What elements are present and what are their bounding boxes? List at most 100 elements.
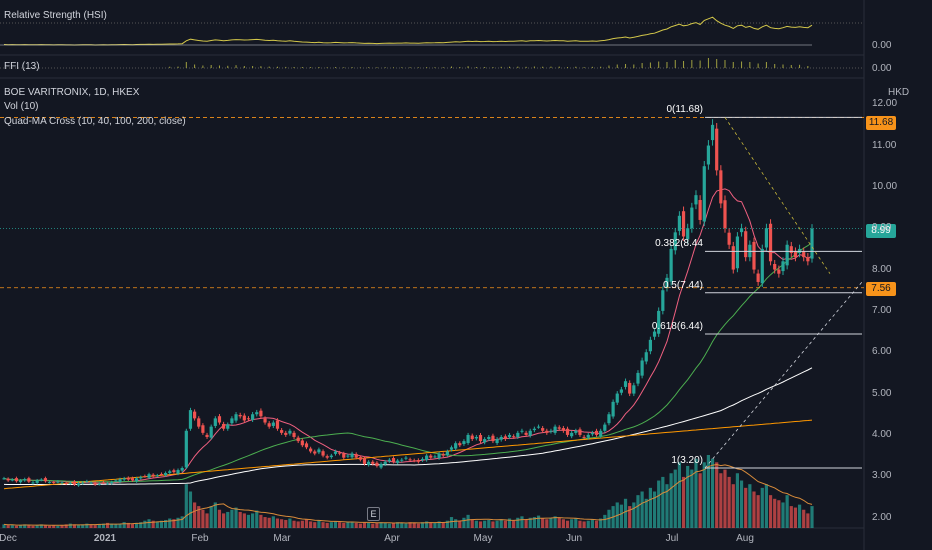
candle-body [756,273,760,282]
candle-body [271,422,275,426]
candle-body [184,430,188,468]
volume-bar [6,525,10,528]
volume-bar [10,525,14,528]
candle-body [429,455,433,458]
fib-diagonal [704,281,863,469]
volume-ma-line [3,463,813,526]
ffi-indicator-label[interactable]: FFI (13) [4,61,40,72]
candle-body [275,420,280,429]
volume-bar [590,519,594,528]
volume-bar [217,509,222,528]
candle-body [793,251,798,258]
volume-bar [686,465,690,528]
candle-body [681,211,686,237]
volume-bar [193,502,197,528]
candle-body [773,264,777,270]
candle-body [47,482,52,484]
candle-body [694,195,698,205]
ma-cross-indicator-label[interactable]: Quad-MA Cross (10, 40, 100, 200, close) [4,116,186,127]
candle-body [333,451,338,454]
volume-bar [371,523,375,528]
volume-bar [586,520,590,528]
candle-body [93,482,97,485]
volume-bar [64,524,68,528]
volume-bar [176,517,180,528]
volume-bar [416,523,420,528]
volume-bar [412,522,416,528]
candle-body [541,428,545,431]
volume-bar [503,520,507,528]
candle-body [669,248,673,282]
volume-bar [271,516,275,528]
candle-body [329,455,333,458]
candle-body [636,372,640,384]
volume-bar [532,517,536,528]
candle-body [632,385,636,394]
volume-bar [72,524,77,528]
candle-body [586,434,590,438]
candle-body [304,443,309,448]
volume-bar [122,522,126,528]
volume-bar [706,455,711,528]
candle-body [665,277,669,288]
candle-body [193,411,197,419]
candle-body [242,415,246,421]
volume-bar [362,522,367,528]
volume-bar [441,522,445,528]
y-tick-label: 5.00 [872,387,892,399]
candle-body [727,232,731,245]
candle-body [375,462,379,466]
rs-axis-value: 0.00 [872,40,892,51]
rs-indicator-label[interactable]: Relative Strength (HSI) [4,10,107,21]
candle-body [338,452,342,454]
candle-body [39,479,43,481]
candle-body [325,456,329,458]
rs-line [3,16,813,46]
candle-body [416,459,420,462]
candle-body [114,480,118,482]
candle-body [607,414,611,424]
candle-body [85,481,89,483]
volume-bar [317,520,321,528]
candle-body [603,424,607,431]
y-tick-label: 7.00 [872,304,892,316]
candle-body [387,459,391,462]
volume-bar [797,504,802,528]
volume-bar [329,522,333,528]
volume-bar [524,519,528,528]
candle-body [172,470,176,473]
candle-body [458,443,462,446]
volume-bar [470,519,474,528]
earnings-event-marker[interactable]: E [367,507,380,521]
candle-body [623,381,628,387]
volume-bar [387,523,391,528]
candle-body [512,436,516,438]
candle-body [553,426,557,433]
volume-bar [789,506,793,528]
volume-bar [159,520,164,528]
volume-bar [89,524,93,528]
y-tick-label: 9.00 [872,222,892,234]
candle-body [499,436,503,440]
volume-bar [466,514,470,528]
volume-bar [284,519,288,528]
volume-bar [640,491,644,528]
volume-bar [420,522,425,528]
volume-indicator-label[interactable]: Vol (10) [4,101,39,112]
volume-bar [478,521,483,528]
candle-body [354,454,358,458]
ma10-line [3,188,813,484]
volume-bar [425,521,429,528]
volume-bar [574,518,578,528]
volume-bar [383,522,387,528]
candle-body [168,471,172,473]
volume-bar [644,498,648,528]
symbol-title[interactable]: BOE VARITRONIX, 1D, HKEX [4,87,140,98]
volume-bar [180,516,184,528]
candle-body [134,478,139,482]
candle-body [445,451,449,456]
volume-bar [516,517,520,528]
candle-body [590,432,594,435]
volume-bar [445,520,449,528]
